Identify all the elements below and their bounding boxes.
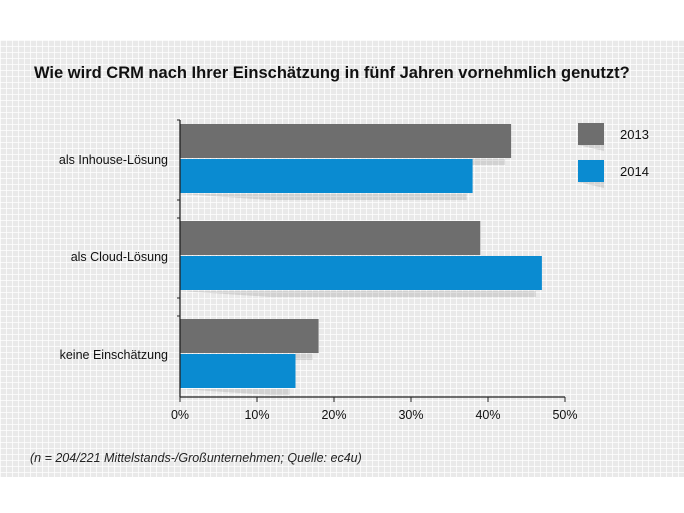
chart-footnote: (n = 204/221 Mittelstands-/Großunternehm… — [30, 451, 362, 465]
legend-swatch-2013 — [578, 123, 604, 145]
x-tick-label: 30% — [398, 408, 423, 422]
x-tick-label: 0% — [171, 408, 189, 422]
x-tick-label: 40% — [475, 408, 500, 422]
category-label: keine Einschätzung — [60, 348, 168, 362]
legend-swatch-shadow — [578, 182, 604, 188]
bar-shadow — [180, 291, 536, 297]
x-tick-label: 10% — [244, 408, 269, 422]
bar-shadow — [180, 194, 467, 200]
x-tick-label: 20% — [321, 408, 346, 422]
bar-2014 — [180, 354, 296, 388]
category-label: als Inhouse-Lösung — [59, 153, 168, 167]
bar-chart: als Inhouse-Lösung als Cloud-Lösung keine … — [59, 119, 649, 422]
chart-title: Wie wird CRM nach Ihrer Einschätzung in … — [34, 64, 630, 82]
bar-2014 — [180, 256, 542, 290]
x-tick-label: 50% — [552, 408, 577, 422]
bar-2014 — [180, 159, 473, 193]
chart-panel: Wie wird CRM nach Ihrer Einschätzung in … — [0, 40, 684, 477]
bar-2013 — [180, 124, 512, 158]
legend-label: 2014 — [620, 164, 649, 179]
bar-shadow — [180, 389, 290, 395]
legend-label: 2013 — [620, 127, 649, 142]
bar-2013 — [180, 221, 481, 255]
legend-swatch-shadow — [578, 145, 604, 151]
legend-swatch-2014 — [578, 160, 604, 182]
bar-2013 — [180, 319, 319, 353]
category-label: als Cloud-Lösung — [71, 250, 168, 264]
